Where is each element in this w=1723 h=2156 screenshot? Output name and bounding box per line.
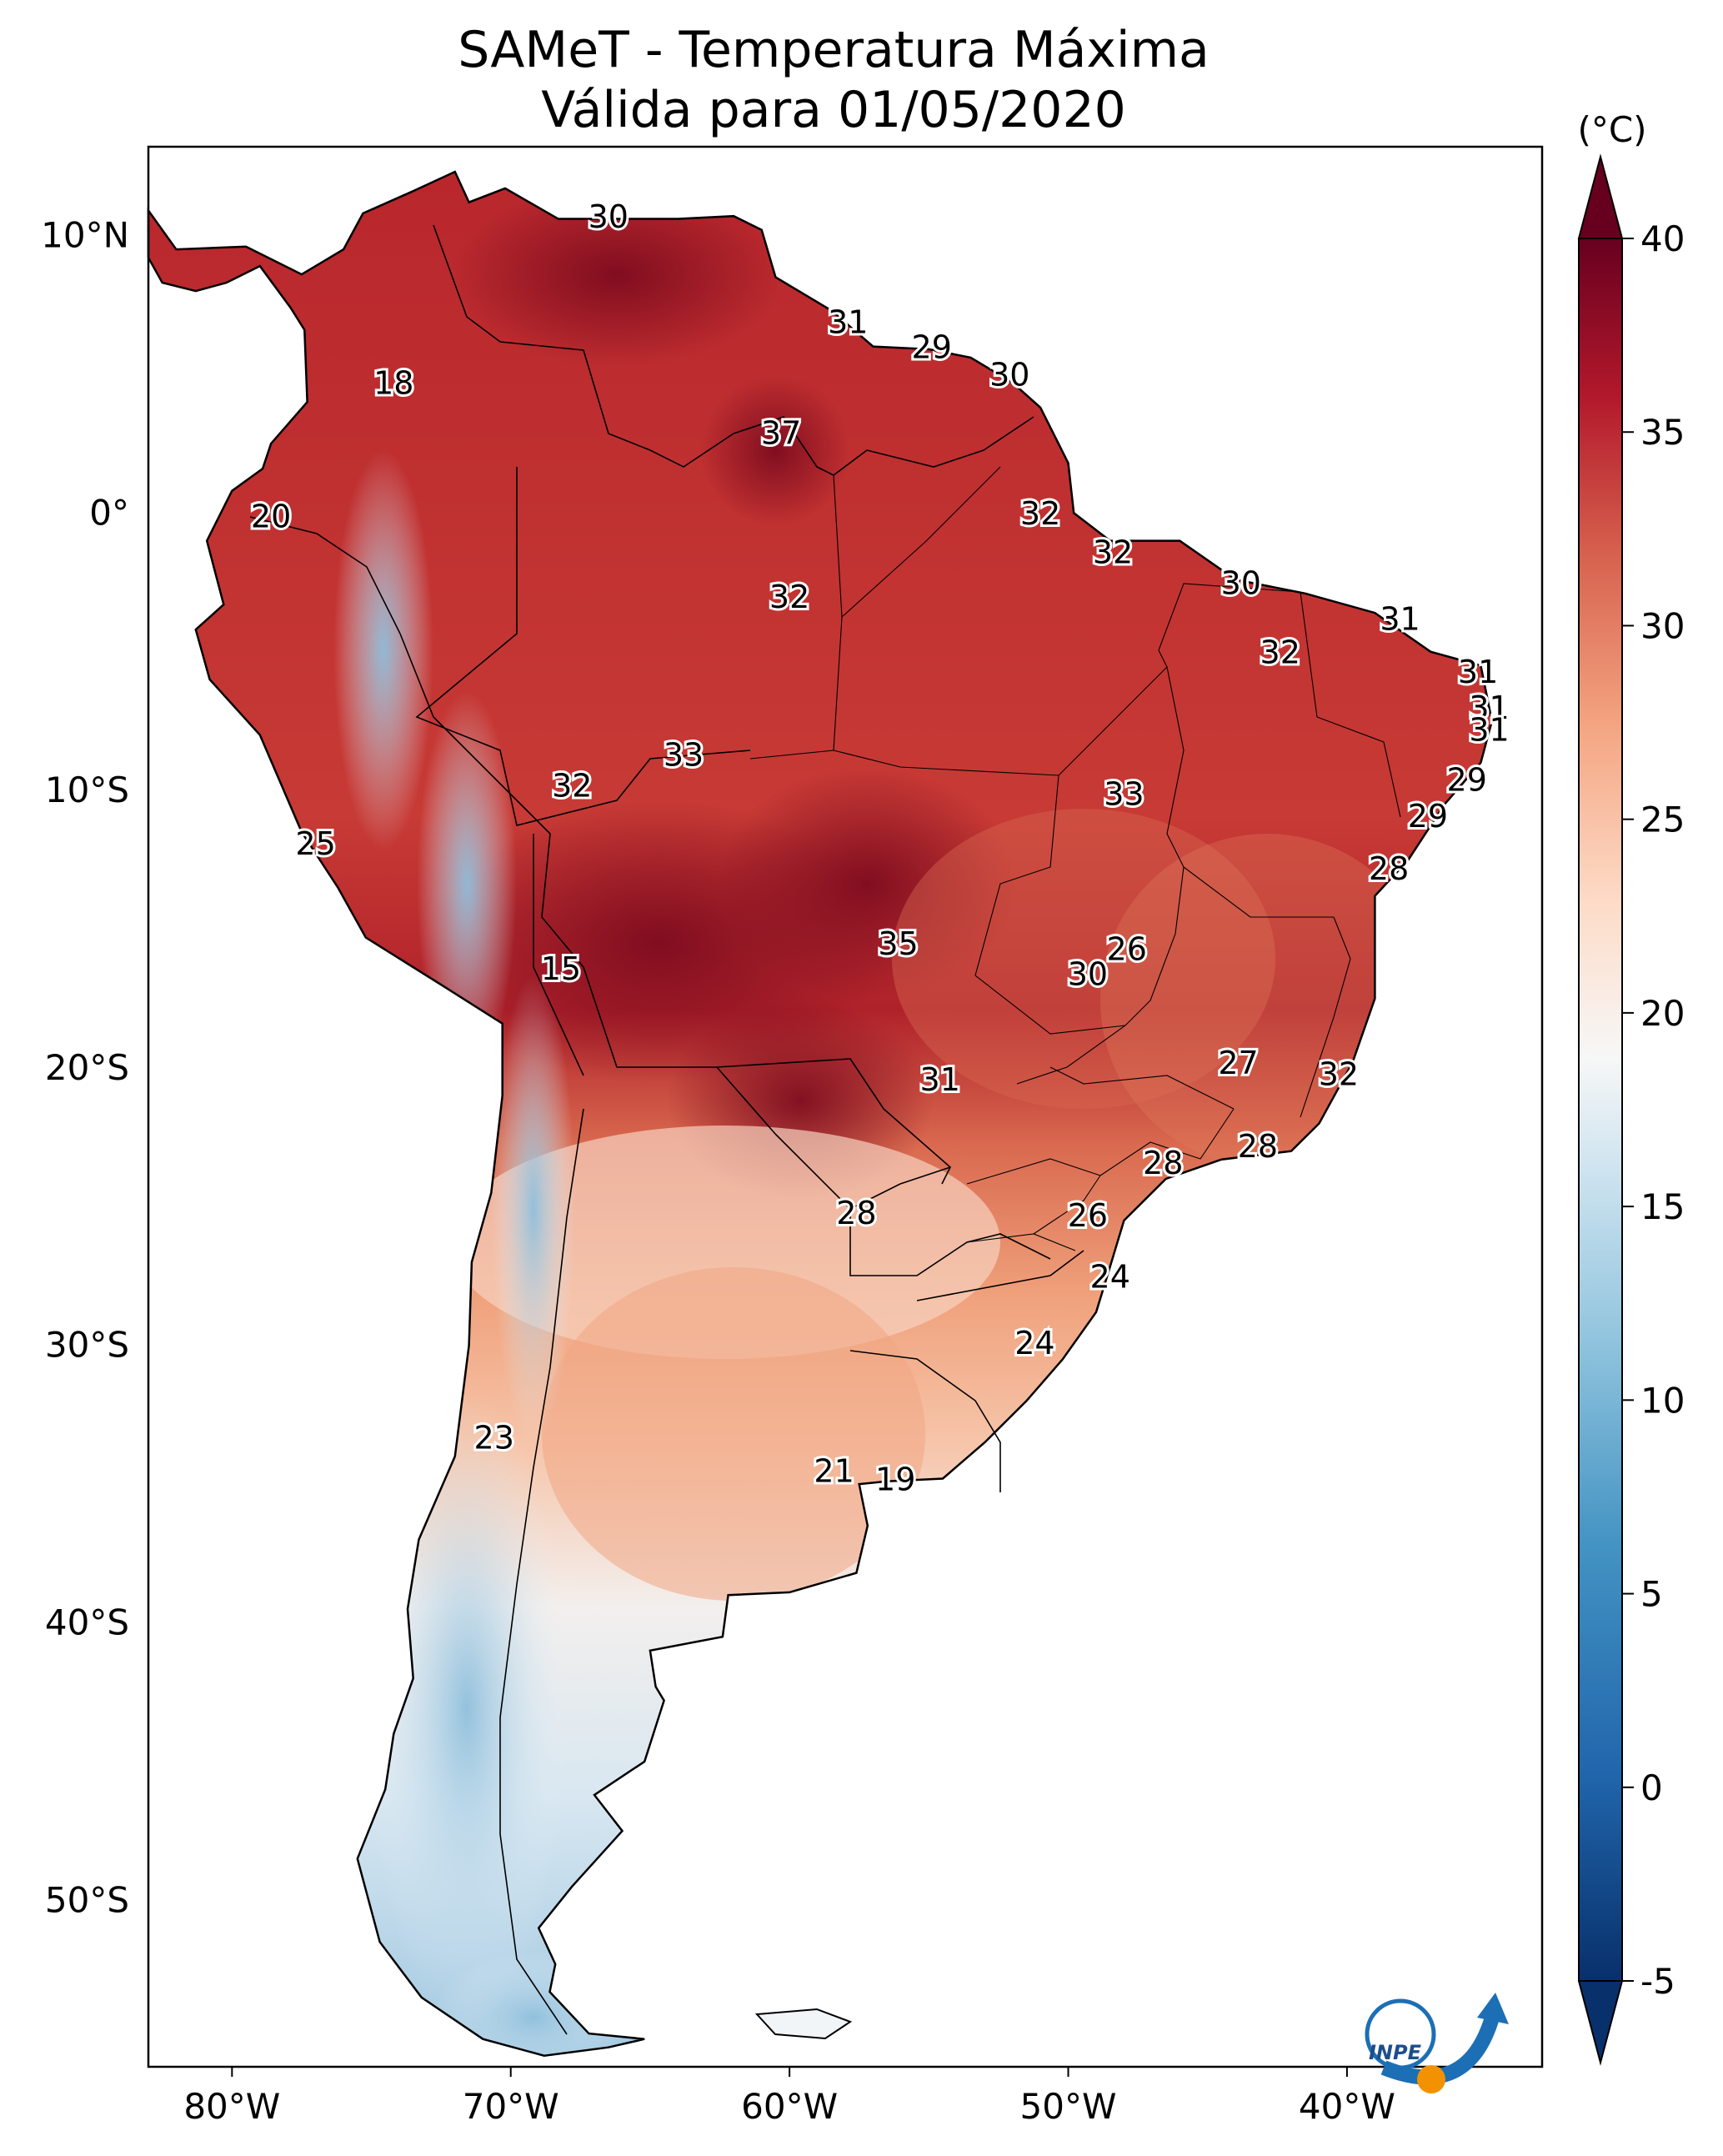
colorbar: (°C) 40 35 30 25 20 15 10 5 0 -5: [1577, 109, 1685, 2066]
station-label: 29: [1447, 762, 1487, 799]
station-label: 27: [1218, 1045, 1258, 1081]
station-label: 37: [761, 415, 801, 452]
station-label: 28: [1143, 1145, 1183, 1181]
station-label: 31: [1458, 654, 1498, 690]
station-label: 24: [1090, 1258, 1130, 1295]
state-borders: [749, 466, 1401, 1251]
colorbar-tick-label: 20: [1640, 993, 1685, 1034]
inpe-logo: INPE: [1365, 1993, 1509, 2093]
station-label: 31: [1469, 712, 1509, 749]
station-label: 20: [251, 499, 291, 535]
lon-tick-label: 50°W: [1020, 2086, 1117, 2127]
station-label: 26: [1107, 931, 1147, 968]
station-label: 26: [1068, 1197, 1108, 1234]
title-line1: SAMeT - Temperatura Máxima: [458, 21, 1210, 79]
colorbar-tick-label: 35: [1640, 412, 1685, 453]
station-label: 33: [1104, 775, 1144, 812]
station-label: 29: [1408, 798, 1448, 835]
inpe-logo-text: INPE: [1369, 2041, 1422, 2064]
station-label: 32: [1319, 1055, 1359, 1092]
colorbar-max-arrow: [1577, 153, 1624, 239]
station-label: 24: [1014, 1325, 1054, 1361]
colorbar-tick-label: 25: [1640, 800, 1685, 840]
lat-tick-label: 0°: [89, 492, 129, 533]
station-label: 28: [1369, 850, 1409, 887]
inpe-logo-dot: [1417, 2065, 1445, 2093]
station-label: 29: [912, 328, 952, 365]
station-label: 25: [295, 825, 335, 862]
colorbar-tick-label: 30: [1640, 605, 1685, 646]
lat-tick-label: 50°S: [45, 1879, 129, 1920]
station-label: 31: [1469, 689, 1509, 726]
colorbar-tick-label: 0: [1640, 1767, 1663, 1808]
lat-tick-label: 20°S: [45, 1047, 129, 1088]
lon-tick-label: 60°W: [741, 2086, 838, 2127]
station-label: 21: [814, 1452, 854, 1489]
lon-tick-label: 80°W: [183, 2086, 280, 2127]
station-label: 32: [1260, 634, 1300, 671]
colorbar-tick-label: 15: [1640, 1186, 1685, 1227]
colorbar-ticks: 40 35 30 25 20 15 10 5 0 -5: [1622, 218, 1685, 2002]
colorbar-tick-label: 40: [1640, 218, 1685, 259]
colorbar-tick-label: 10: [1640, 1380, 1685, 1421]
station-label: 18: [373, 365, 413, 402]
station-label: 31: [1380, 601, 1420, 638]
lat-tick-label: 30°S: [45, 1325, 129, 1366]
station-label: 32: [552, 767, 592, 804]
station-label: 15: [541, 950, 581, 987]
falkland-islands: [754, 2008, 853, 2040]
station-label: 33: [664, 737, 704, 774]
station-label: 28: [1238, 1128, 1278, 1165]
station-label: 32: [1020, 495, 1060, 532]
colorbar-min-arrow: [1577, 1980, 1624, 2066]
colorbar-gradient: [1578, 238, 1623, 1982]
station-label: 35: [878, 925, 918, 962]
axis-ticks: 80°W 70°W 60°W 50°W 40°W 10°N 0° 10°S 20°S 30°S 40…: [41, 214, 1395, 2127]
colorbar-tick-label: 5: [1640, 1574, 1663, 1615]
lon-tick-label: 70°W: [463, 2086, 559, 2127]
station-label: 30: [589, 198, 629, 235]
inpe-logo-swoosh: [1380, 2015, 1500, 2085]
station-label: 30: [1068, 956, 1108, 993]
station-label: 30: [1221, 564, 1261, 601]
lat-tick-label: 10°S: [45, 770, 129, 810]
station-label: 23: [474, 1419, 514, 1456]
inpe-logo-arrow: [1477, 1993, 1509, 2024]
colorbar-unit: (°C): [1577, 109, 1646, 150]
map-frame: [147, 145, 1544, 2068]
colorbar-tick-label: -5: [1640, 1961, 1675, 2002]
station-label: 28: [836, 1195, 876, 1231]
station-label: 31: [920, 1061, 960, 1098]
lat-tick-label: 40°S: [45, 1602, 129, 1643]
station-label: 32: [1093, 534, 1133, 571]
station-label: 30: [989, 357, 1029, 394]
lat-tick-label: 10°N: [41, 214, 129, 255]
station-label: 19: [875, 1461, 915, 1497]
station-label: 31: [828, 304, 868, 341]
title-line2: Válida para 01/05/2020: [541, 81, 1126, 139]
station-label: 32: [769, 579, 809, 615]
country-borders: [249, 224, 1084, 2035]
lon-tick-label: 40°W: [1299, 2086, 1395, 2127]
